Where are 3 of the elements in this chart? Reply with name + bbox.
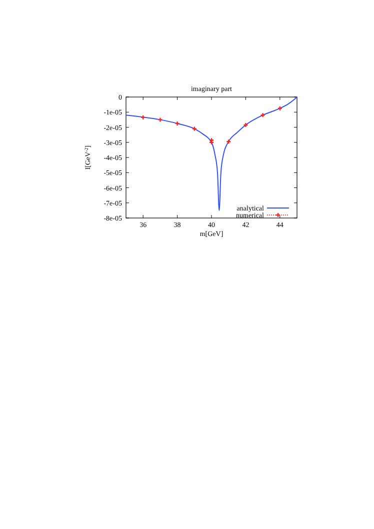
point: [158, 117, 163, 122]
point: [260, 112, 266, 118]
line-series: [126, 96, 298, 211]
